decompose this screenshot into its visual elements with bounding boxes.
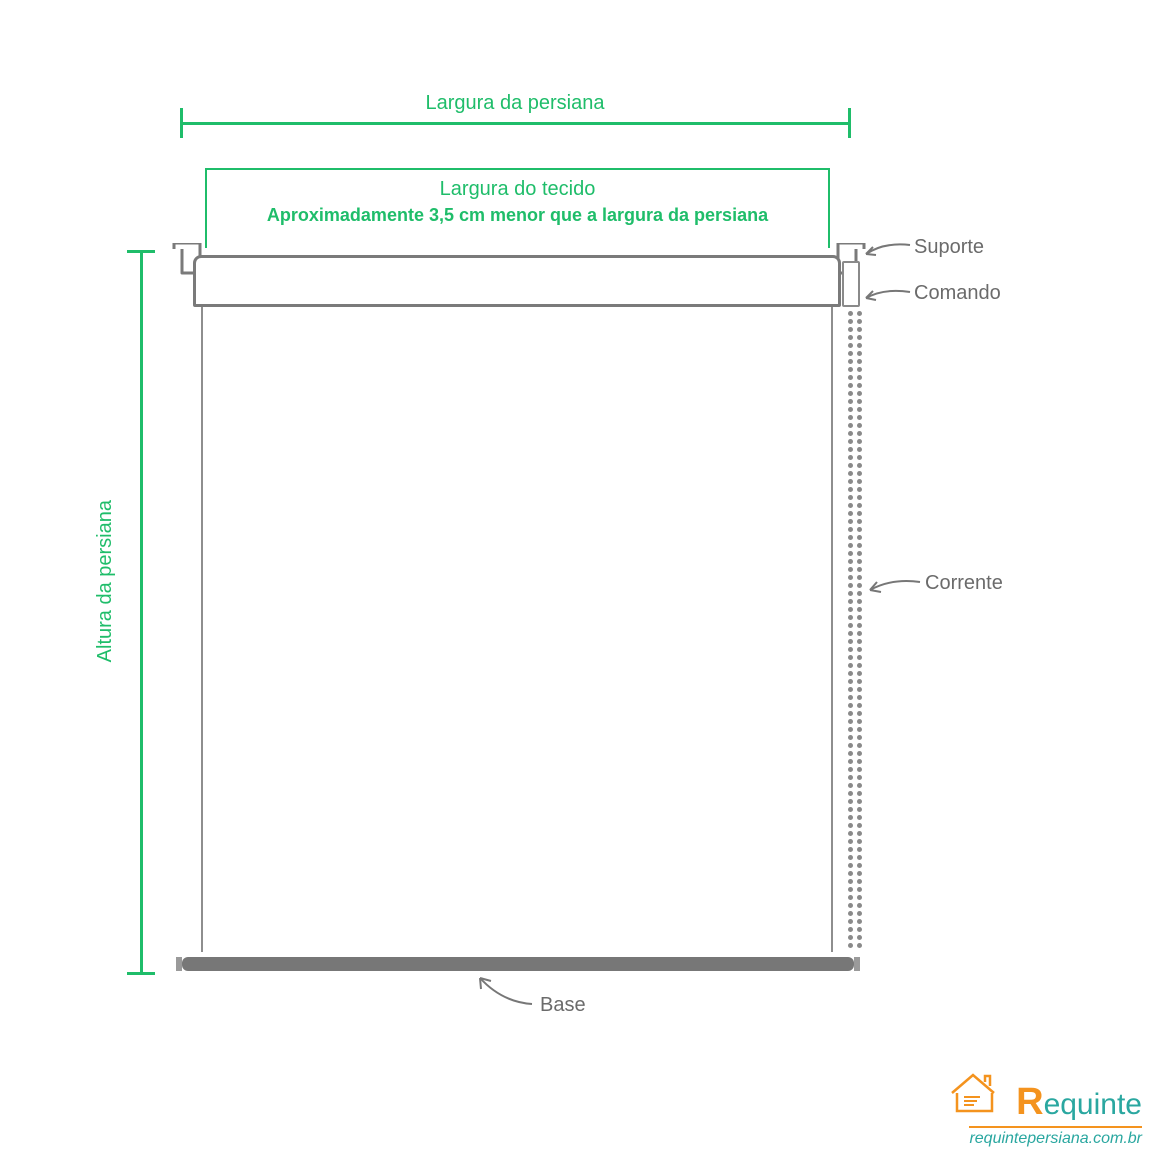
- label-width-note: Aproximadamente 3,5 cm menor que a largu…: [205, 205, 830, 226]
- label-height-persiana: Altura da persiana: [94, 500, 117, 662]
- label-base: Base: [540, 994, 586, 1017]
- logo-brand: Requinte: [969, 1081, 1142, 1124]
- arrow-suporte: [862, 240, 912, 262]
- corrente-strand-2: [856, 308, 862, 951]
- logo-letter-r: R: [1016, 1081, 1043, 1123]
- height-bar: [140, 250, 143, 975]
- height-bar-cap-bottom: [127, 972, 155, 975]
- arrow-comando: [862, 284, 912, 306]
- logo: Requinte requintepersiana.com.br: [969, 1081, 1142, 1148]
- label-comando: Comando: [914, 282, 1001, 305]
- width-bar-cap-left: [180, 108, 183, 138]
- label-width-persiana: Largura da persiana: [180, 92, 850, 115]
- arrow-corrente: [866, 574, 922, 600]
- logo-rest: equinte: [1044, 1088, 1142, 1121]
- comando-box: [842, 261, 860, 307]
- height-bar-cap-top: [127, 250, 155, 253]
- width-bar-persiana: [180, 122, 850, 125]
- width-bar-cap-right: [848, 108, 851, 138]
- fabric-panel: [201, 307, 833, 952]
- label-width-tecido: Largura do tecido: [205, 178, 830, 201]
- label-suporte: Suporte: [914, 236, 984, 259]
- label-corrente: Corrente: [925, 572, 1003, 595]
- arrow-base: [474, 972, 536, 1008]
- logo-url: requintepersiana.com.br: [969, 1126, 1142, 1148]
- corrente-strand-1: [847, 308, 853, 951]
- roller-tube: [193, 255, 841, 307]
- base-endcap-right: [854, 957, 860, 971]
- base-bar: [182, 957, 854, 971]
- diagram-canvas: Largura da persiana Largura do tecido Ap…: [0, 0, 1170, 1170]
